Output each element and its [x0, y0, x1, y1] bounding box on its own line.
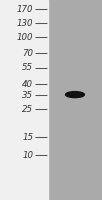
Bar	[0, 0, 48, 200]
Ellipse shape	[65, 92, 84, 98]
Text: 35: 35	[22, 90, 33, 99]
Text: 40: 40	[22, 80, 33, 89]
Text: 100: 100	[17, 32, 33, 42]
Text: 15: 15	[22, 132, 33, 142]
Text: 25: 25	[22, 104, 33, 114]
Text: 55: 55	[22, 64, 33, 72]
Text: 10: 10	[22, 150, 33, 160]
Text: 130: 130	[17, 19, 33, 27]
Text: 170: 170	[17, 4, 33, 14]
Text: 70: 70	[22, 48, 33, 58]
